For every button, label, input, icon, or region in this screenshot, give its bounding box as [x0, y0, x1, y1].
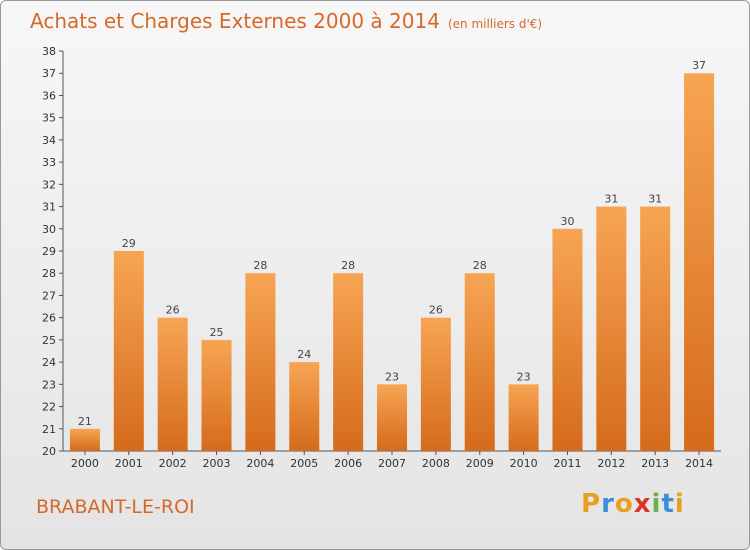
- x-tick-label: 2011: [553, 457, 581, 470]
- data-label: 26: [166, 304, 180, 317]
- x-tick-label: 2012: [597, 457, 625, 470]
- data-label: 26: [429, 304, 443, 317]
- chart-title-text: Achats et Charges Externes 2000 à 2014: [30, 9, 440, 33]
- y-tick-label: 21: [42, 423, 56, 436]
- bar-2003: [201, 339, 232, 451]
- data-label: 29: [122, 237, 136, 250]
- bar-2009: [464, 273, 495, 451]
- y-tick-label: 27: [42, 289, 56, 302]
- y-tick-label: 26: [42, 312, 56, 325]
- y-tick-label: 33: [42, 156, 56, 169]
- chart-subtitle: (en milliers d'€): [447, 17, 543, 31]
- bar-2000: [69, 428, 100, 451]
- bar-2014: [684, 73, 715, 451]
- data-label: 21: [78, 415, 92, 428]
- y-tick-label: 24: [42, 356, 56, 369]
- y-tick-label: 34: [42, 134, 56, 147]
- proxiti-logo: Proxiti: [581, 489, 685, 519]
- data-label: 28: [253, 259, 267, 272]
- bar-2005: [289, 362, 320, 451]
- logo-letter: i: [651, 489, 662, 519]
- y-tick-label: 32: [42, 178, 56, 191]
- data-label: 28: [473, 259, 487, 272]
- y-tick-label: 38: [42, 45, 56, 58]
- bar-2006: [333, 273, 364, 451]
- location-name: BRABANT-LE-ROI: [36, 496, 195, 518]
- logo-letter: o: [614, 489, 634, 519]
- bar-2002: [157, 317, 188, 451]
- logo-letter: i: [674, 489, 685, 519]
- x-tick-label: 2014: [685, 457, 713, 470]
- y-tick-label: 31: [42, 201, 56, 214]
- x-tick-label: 2001: [115, 457, 143, 470]
- bar-2007: [377, 384, 407, 451]
- y-tick-label: 30: [42, 223, 56, 236]
- logo-letter: P: [581, 489, 602, 519]
- data-label: 31: [604, 193, 618, 206]
- y-tick-label: 23: [42, 378, 56, 391]
- data-label: 28: [341, 259, 355, 272]
- x-tick-label: 2007: [378, 457, 406, 470]
- y-tick-label: 28: [42, 267, 56, 280]
- x-tick-label: 2004: [246, 457, 274, 470]
- logo-letter: t: [661, 489, 675, 519]
- bar-2013: [640, 206, 671, 451]
- bar-2001: [113, 251, 144, 451]
- y-tick-label: 37: [42, 67, 56, 80]
- bar-2011: [552, 228, 583, 451]
- y-tick-label: 36: [42, 89, 56, 102]
- bar-2004: [245, 273, 276, 451]
- x-tick-label: 2010: [510, 457, 538, 470]
- y-tick-label: 20: [42, 445, 56, 458]
- x-tick-label: 2002: [159, 457, 187, 470]
- data-label: 24: [297, 348, 311, 361]
- bar-2012: [596, 206, 627, 451]
- y-tick-label: 29: [42, 245, 56, 258]
- x-tick-label: 2009: [466, 457, 494, 470]
- x-tick-label: 2003: [203, 457, 231, 470]
- logo-letter: x: [633, 489, 652, 519]
- data-label: 23: [517, 370, 531, 383]
- x-tick-label: 2008: [422, 457, 450, 470]
- x-tick-label: 2013: [641, 457, 669, 470]
- data-label: 30: [560, 215, 574, 228]
- data-label: 23: [385, 370, 399, 383]
- data-label: 25: [210, 326, 224, 339]
- chart-title: Achats et Charges Externes 2000 à 2014 (e…: [30, 9, 542, 33]
- data-label: 31: [648, 193, 662, 206]
- y-tick-label: 35: [42, 112, 56, 125]
- x-tick-label: 2000: [71, 457, 99, 470]
- x-tick-label: 2006: [334, 457, 362, 470]
- logo-letter: r: [601, 489, 615, 519]
- bar-2008: [420, 317, 451, 451]
- y-tick-label: 22: [42, 401, 56, 414]
- data-label: 37: [692, 59, 706, 72]
- x-tick-label: 2005: [290, 457, 318, 470]
- y-tick-label: 25: [42, 334, 56, 347]
- bar-2010: [508, 384, 539, 451]
